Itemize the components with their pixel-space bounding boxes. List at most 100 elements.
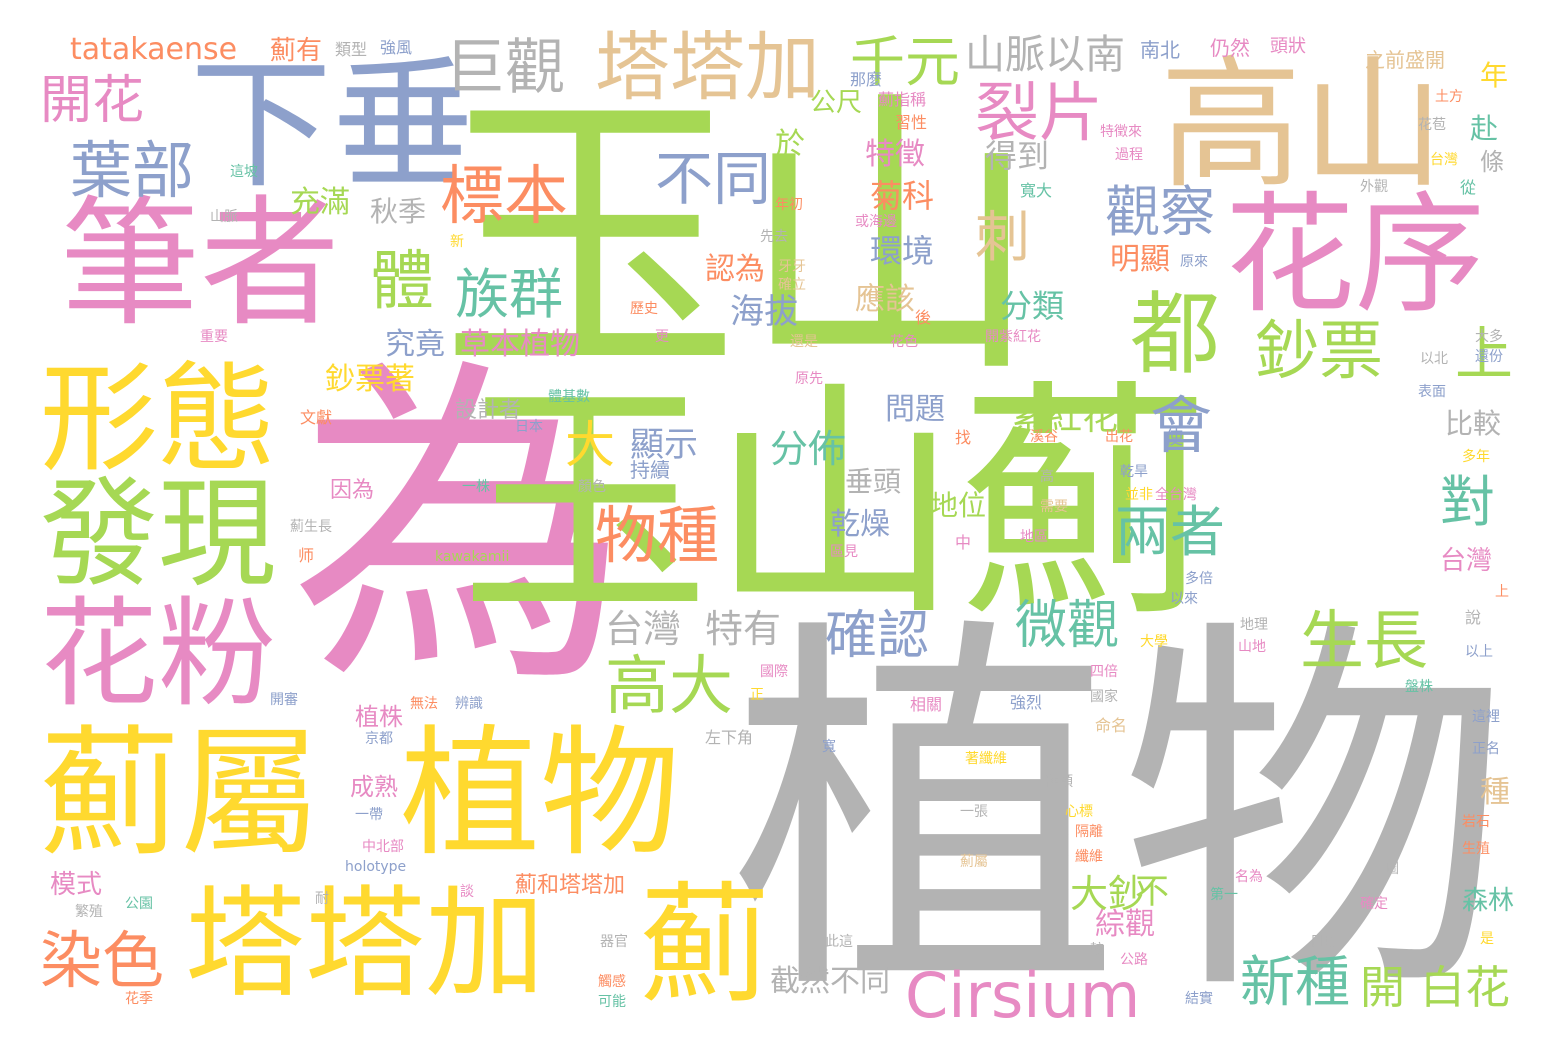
word-tatajia-tan: 塔塔加 bbox=[595, 23, 821, 111]
word-tezheng: 特徵 bbox=[865, 137, 925, 172]
word-huafen: 花粉 bbox=[40, 585, 277, 723]
word-queding: 確定 bbox=[1360, 896, 1388, 912]
word-moshi: 模式 bbox=[50, 870, 103, 900]
word-zhong: 種 bbox=[1480, 775, 1510, 810]
word-shi2: 师 bbox=[298, 546, 315, 565]
word-hui: 會 bbox=[1150, 389, 1213, 462]
word-xinbiao: 心標 bbox=[1065, 804, 1093, 820]
word-mingwei: 名為 bbox=[1235, 869, 1263, 885]
word-caobenzhiwu: 草本植物 bbox=[460, 327, 580, 362]
word-gonglu: 公路 bbox=[1120, 952, 1148, 968]
word-kan: 是 bbox=[1480, 931, 1494, 947]
word-fanzhi: 繁殖 bbox=[75, 904, 103, 920]
word-gongchi: 公尺 bbox=[810, 88, 863, 118]
word-jiujing: 究竟 bbox=[385, 327, 445, 362]
word-yinwei: 因為 bbox=[330, 478, 375, 503]
word-yanse: 顏色 bbox=[578, 479, 606, 495]
word-qianglie: 強烈 bbox=[1010, 693, 1043, 712]
word-qianyuan: 千元 bbox=[850, 30, 961, 94]
word-shi: 使 bbox=[1165, 428, 1183, 449]
word-diwei: 地位 bbox=[930, 489, 987, 522]
word-waiguan: 外觀 bbox=[1360, 179, 1388, 195]
word-qiangfeng: 強風 bbox=[380, 38, 413, 57]
word-tatajia-yellow: 塔塔加 bbox=[185, 875, 545, 1014]
word-zheng: 正 bbox=[750, 687, 764, 703]
word-weiguan: 微觀 bbox=[1015, 596, 1120, 656]
word-huohaibian: 或海邊 bbox=[855, 214, 897, 230]
word-xianwei: 纖維 bbox=[1075, 849, 1103, 865]
word-dachao: 大鈔 bbox=[1070, 872, 1147, 916]
word-fu: 赴 bbox=[1470, 112, 1499, 145]
word-xingtai: 形態 bbox=[40, 350, 277, 488]
word-jishu-small: 薊屬 bbox=[960, 854, 988, 870]
word-jizhicheng: 薊指稱 bbox=[878, 90, 927, 109]
word-nai: 耐 bbox=[315, 891, 329, 907]
word-yaya: 牙牙 bbox=[778, 259, 806, 275]
word-keneng: 可能 bbox=[598, 994, 626, 1010]
word-wuzhong: 物種 bbox=[595, 499, 720, 572]
word-diyi: 第一 bbox=[1210, 887, 1238, 903]
word-kuanda: 寬大 bbox=[1020, 181, 1053, 200]
word-shandi: 山地 bbox=[1238, 639, 1266, 655]
word-guoji: 國際 bbox=[760, 664, 788, 680]
word-panzhu: 盤株 bbox=[1405, 679, 1433, 695]
word-xin: 新 bbox=[450, 234, 464, 250]
word-zhiwu-yellow: 植物 bbox=[400, 713, 681, 876]
word-tan: 談 bbox=[460, 884, 474, 900]
word-nianchu: 年初 bbox=[775, 197, 803, 213]
word-shanmai-small: 山脈 bbox=[210, 209, 238, 225]
word-juguan: 巨觀 bbox=[445, 33, 565, 103]
word-jihetatajia: 薊和塔塔加 bbox=[515, 873, 626, 898]
word-guojia: 國家 bbox=[1090, 689, 1118, 705]
word-dou: 都 bbox=[1130, 282, 1220, 387]
word-shejizhe: 設計者 bbox=[455, 398, 522, 423]
word-taiwan-pink: 台灣 bbox=[1440, 546, 1493, 576]
word-shuo: 說 bbox=[1465, 608, 1482, 627]
word-dui: 對 bbox=[1440, 470, 1496, 534]
word-zihonghua: 紫紅花 bbox=[1010, 397, 1119, 438]
word-shang-orange: 上 bbox=[1495, 584, 1509, 600]
word-fenlei: 分類 bbox=[1000, 287, 1065, 325]
word-shang-green: 上 bbox=[1455, 320, 1514, 388]
word-chaopiao: 鈔票 bbox=[1255, 315, 1383, 389]
word-duobei: 多倍 bbox=[1185, 571, 1213, 587]
word-dili: 地理 bbox=[1240, 617, 1268, 633]
word-hou: 後 bbox=[915, 308, 932, 327]
word-yizhu: 一株 bbox=[462, 479, 490, 495]
word-yinggai: 應該 bbox=[855, 282, 915, 317]
word-daduo: 大多 bbox=[1475, 329, 1503, 345]
word-zhongbeibu: 中北部 bbox=[362, 839, 404, 855]
word-geli: 隔離 bbox=[1075, 824, 1103, 840]
word-renwei: 認為 bbox=[705, 252, 765, 287]
word-diqu: 地區 bbox=[1020, 529, 1048, 545]
word-xigu: 溪谷 bbox=[1030, 429, 1058, 445]
word-wenxian: 文獻 bbox=[300, 408, 333, 427]
word-shengzhang: 生長 bbox=[1300, 605, 1428, 679]
word-geng: 更 bbox=[655, 329, 669, 345]
word-ci: 刺 bbox=[975, 205, 1031, 269]
word-wenti: 問題 bbox=[885, 392, 945, 427]
word-kawakamii: kawakamii bbox=[435, 549, 510, 565]
word-queli: 確立 bbox=[778, 277, 806, 293]
word-chugan: 觸感 bbox=[598, 974, 626, 990]
word-jishengzhang: 薊生長 bbox=[290, 519, 332, 535]
word-da: 大 bbox=[565, 416, 615, 474]
word-zhepo: 這坡 bbox=[230, 164, 258, 180]
word-kaishen: 開審 bbox=[270, 692, 298, 708]
word-yishang: 以上 bbox=[1465, 644, 1493, 660]
word-zongguan: 綜觀 bbox=[1095, 907, 1155, 942]
word-zhiwu-large: 植物 bbox=[730, 588, 1510, 1042]
word-ji: 薊 bbox=[640, 869, 771, 1021]
word-ti: 體 bbox=[370, 245, 434, 319]
word-yushanji: 玉山薊 bbox=[460, 359, 1210, 650]
word-teyou: 特有 bbox=[705, 607, 782, 651]
word-xinzhong: 新種 bbox=[1240, 950, 1351, 1014]
word-zuqun: 族群 bbox=[455, 263, 563, 326]
word-zhong2: 中 bbox=[955, 533, 972, 552]
word-tezhenglai: 特徵來 bbox=[1100, 124, 1142, 140]
word-chongman: 充滿 bbox=[290, 185, 350, 220]
word-yushan: 玉山 bbox=[440, 65, 1040, 414]
word-zhizhu: 植株 bbox=[355, 703, 403, 731]
word-sibei: 四倍 bbox=[1090, 664, 1118, 680]
